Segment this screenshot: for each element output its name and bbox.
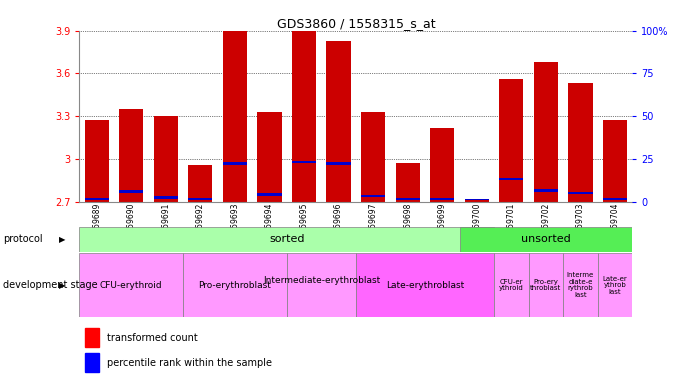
Bar [257,193,281,196]
Bar [183,253,287,317]
Bar [188,165,212,202]
Bar [153,116,178,202]
Bar [598,253,632,317]
Text: development stage: development stage [3,280,98,290]
Bar [568,83,592,202]
Bar [603,121,627,202]
Bar [223,31,247,202]
Text: ▶: ▶ [59,235,66,243]
Text: Late-erythroblast: Late-erythroblast [386,281,464,290]
Text: Interme
diate-e
rythrob
last: Interme diate-e rythrob last [567,272,594,298]
Bar [361,195,385,197]
Text: protocol: protocol [3,234,43,244]
Title: GDS3860 / 1558315_s_at: GDS3860 / 1558315_s_at [276,17,435,30]
Text: Late-er
ythrob
last: Late-er ythrob last [603,276,627,295]
Bar [430,127,454,202]
Bar [430,198,454,200]
Bar [529,253,563,317]
Text: ▶: ▶ [59,281,66,290]
Text: CFU-er
ythroid: CFU-er ythroid [499,279,524,291]
Text: sorted: sorted [269,234,305,244]
Bar [533,62,558,202]
Bar [287,253,356,317]
Bar [188,198,212,200]
Bar [464,199,489,202]
Bar [326,162,350,165]
Text: unsorted: unsorted [521,234,571,244]
Bar [568,192,592,194]
Bar [499,79,523,202]
Text: CFU-erythroid: CFU-erythroid [100,281,162,290]
Bar [395,163,419,202]
Bar [119,109,143,202]
Text: percentile rank within the sample: percentile rank within the sample [107,358,272,368]
Bar [85,353,99,372]
Bar [257,112,281,202]
Bar [85,328,99,347]
Bar [153,196,178,199]
Bar [563,253,598,317]
Text: Pro-ery
throblast: Pro-ery throblast [530,279,562,291]
Bar [84,120,108,202]
Bar [84,198,108,200]
Bar [119,190,143,193]
Bar [292,31,316,202]
Bar [292,161,316,163]
Bar [494,253,529,317]
Text: Intermediate-erythroblast: Intermediate-erythroblast [263,276,380,295]
Bar [603,198,627,200]
Bar [533,189,558,192]
Bar [356,253,494,317]
Bar [395,198,419,200]
Bar [464,199,489,200]
Bar [460,227,632,252]
Bar [499,178,523,180]
Bar [361,112,385,202]
Bar [223,162,247,165]
Bar [79,227,494,252]
Text: Pro-erythroblast: Pro-erythroblast [198,281,272,290]
Bar [79,253,183,317]
Bar [326,41,350,202]
Text: transformed count: transformed count [107,333,198,343]
